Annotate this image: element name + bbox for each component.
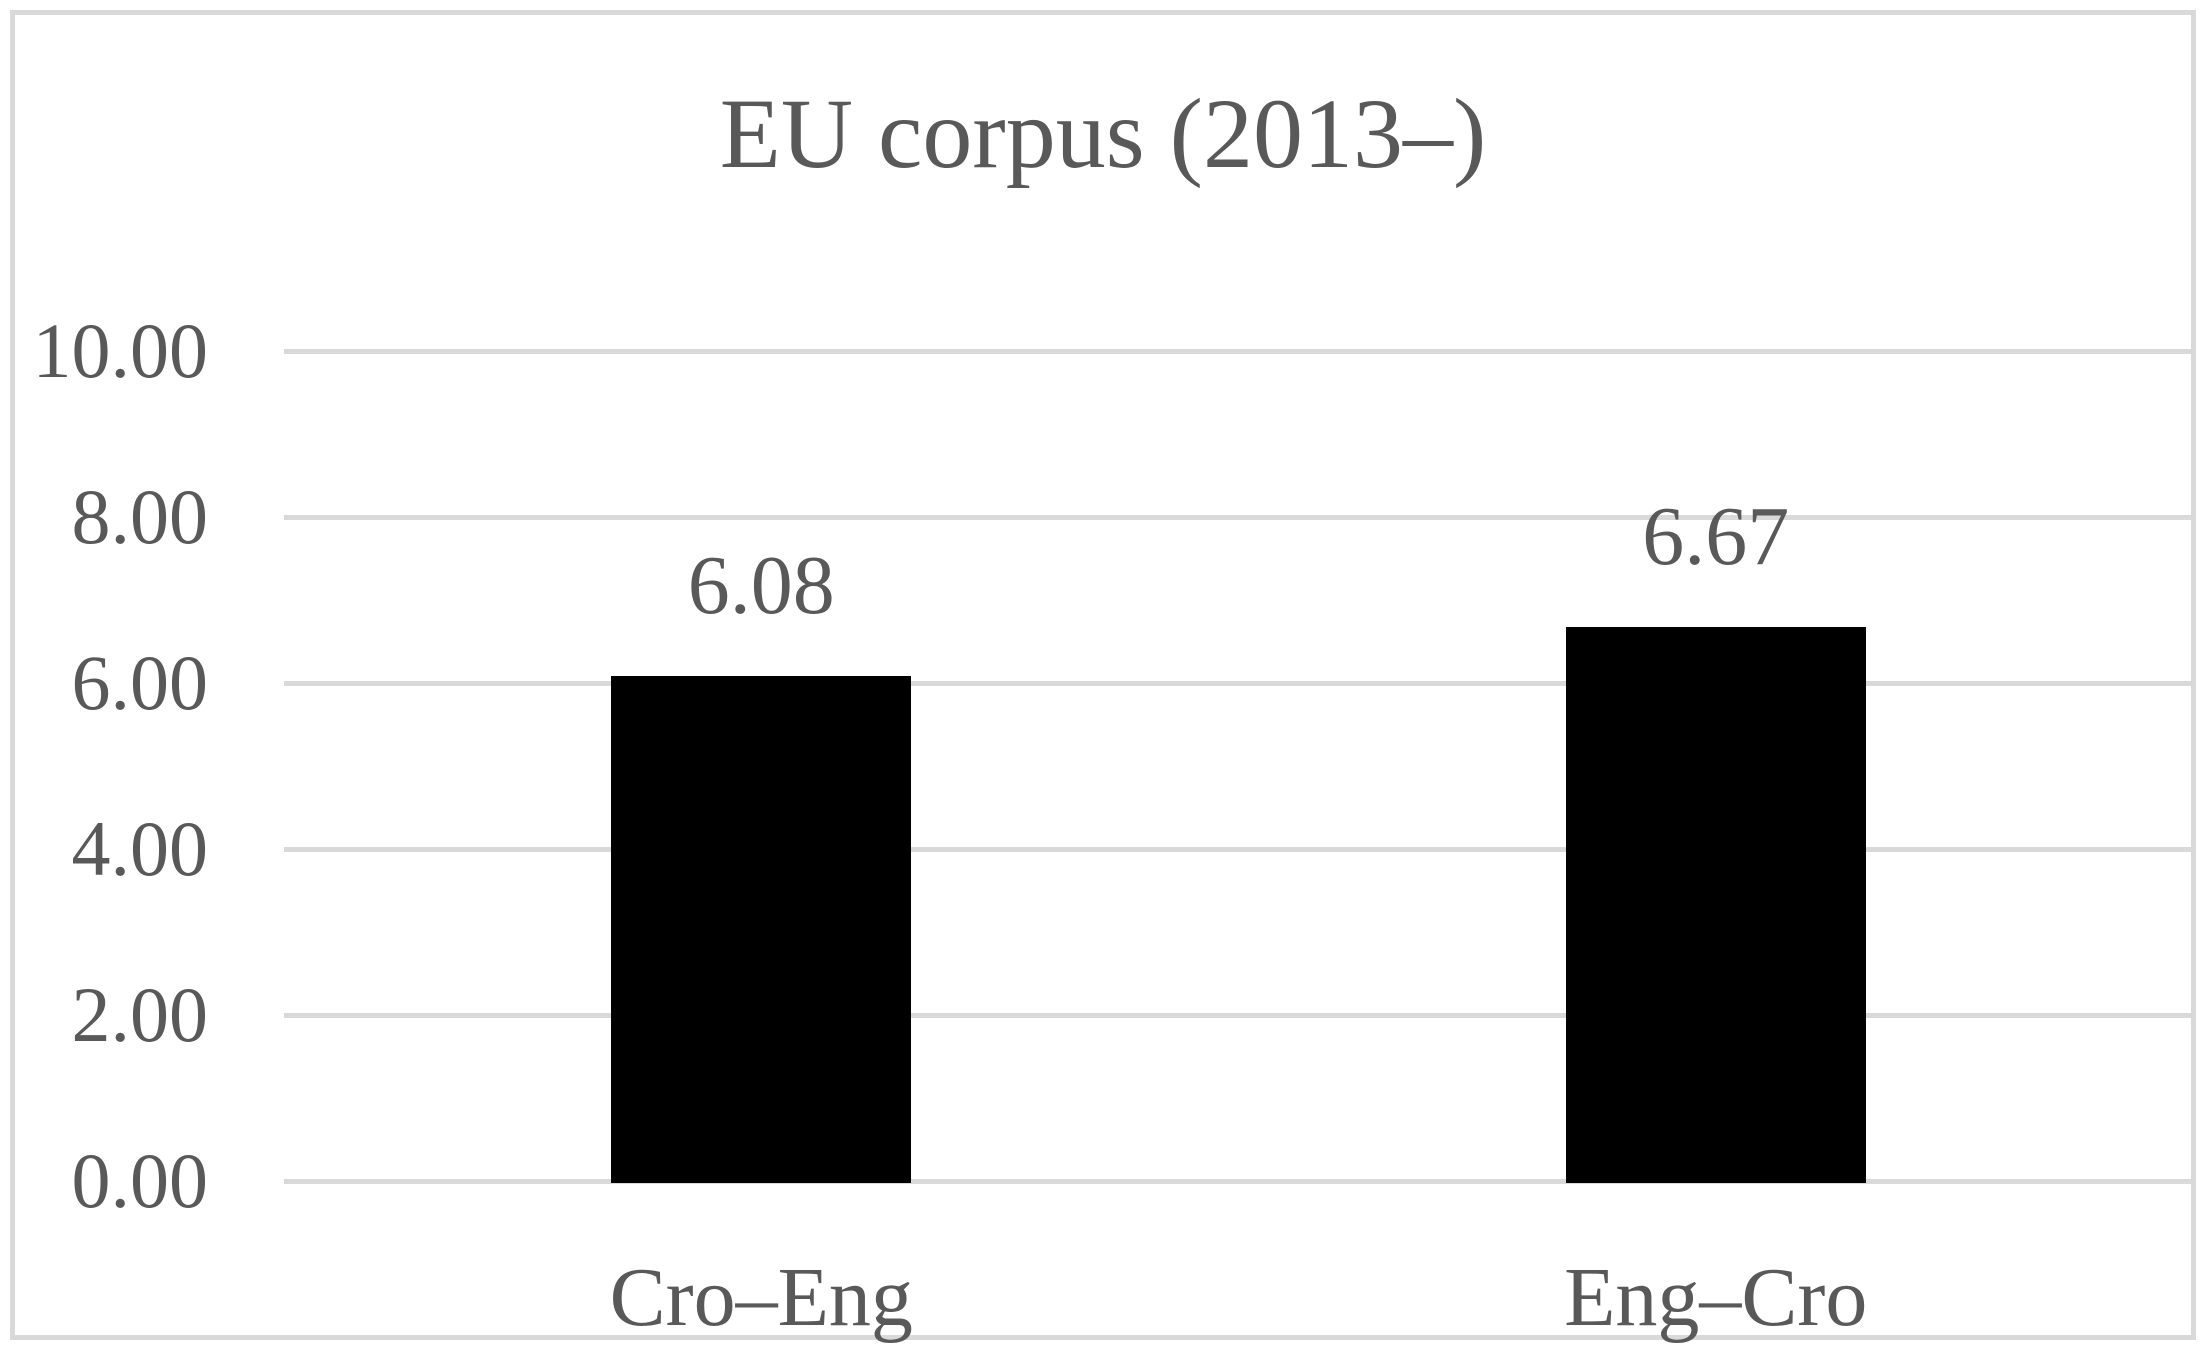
plot-area: 10.00 8.00 6.00 4.00 2.00 0.00 6.08 6.67 Cro–E… [33,307,2193,1343]
chart-title: EU corpus (2013–) [719,78,1487,189]
gridline [284,514,2193,520]
bar [611,676,912,1184]
gridline [284,1012,2193,1018]
x-category-label: Cro–Eng [609,1251,913,1344]
y-tick-label: 4.00 [71,805,209,892]
gridline [284,680,2193,686]
gridline [284,348,2193,354]
y-tick-label: 6.00 [71,639,209,726]
y-tick-label: 2.00 [71,971,209,1058]
x-category-label: Eng–Cro [1564,1251,1868,1344]
gridline [284,1178,2193,1184]
y-tick-label: 0.00 [71,1137,209,1224]
bar-data-label: 6.08 [687,539,835,633]
gridline [284,846,2193,852]
bar [1565,627,1866,1184]
bar-data-label: 6.67 [1642,490,1790,584]
y-tick-label: 10.00 [32,307,209,394]
y-tick-label: 8.00 [71,473,209,560]
